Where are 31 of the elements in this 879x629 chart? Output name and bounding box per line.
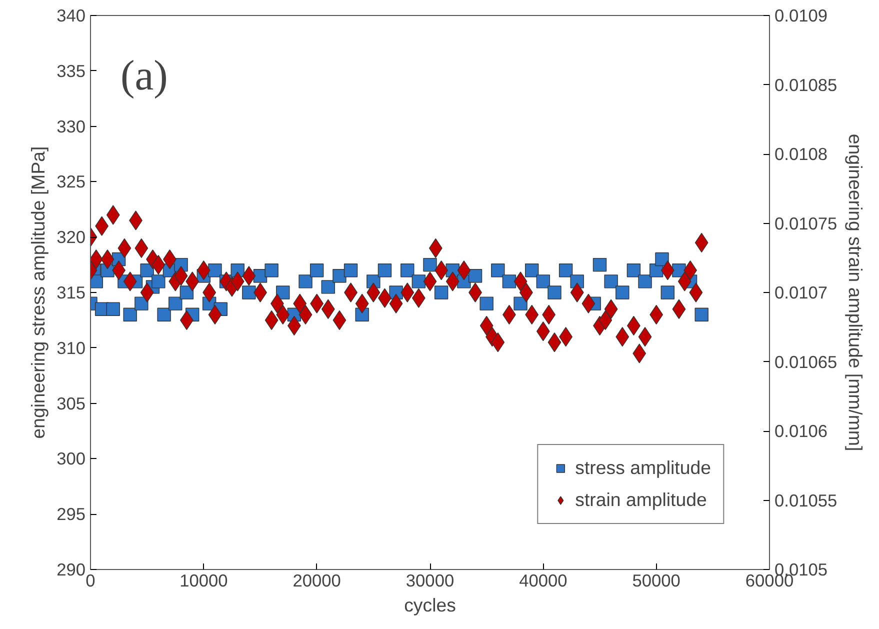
y2-tick-label: 0.0109 [774,6,828,26]
y2-tick-label: 0.0108 [774,144,828,164]
y-axis-title: engineering stress amplitude [MPa] [28,146,49,439]
y-tick-label: 335 [56,60,86,81]
y-tick-label: 305 [56,393,86,414]
y2-axis-title: engineering strain amplitude [mm/mm] [845,134,866,452]
y-tick-label: 310 [56,338,86,358]
y-tick-label: 295 [56,504,86,524]
y-tick-label: 320 [56,227,86,248]
legend-label: strain amplitude [575,489,707,511]
y-tick-label: 315 [56,282,86,302]
y2-tick-label: 0.01075 [774,213,838,234]
x-tick-label: 50000 [632,570,680,590]
x-tick-label: 30000 [406,570,454,590]
x-tick-label: 20000 [292,570,341,590]
y2-tick-label: 0.0106 [774,421,828,441]
x-tick-label: 10000 [180,570,228,590]
x-tick-label: 0 [86,570,96,590]
x-axis-title: cycles [404,594,456,616]
y-tick-label: 340 [56,6,86,26]
legend-label: stress amplitude [575,457,711,479]
annotation: (a) [120,52,168,100]
y2-tick-label: 0.01065 [774,352,838,372]
y-tick-label: 330 [56,116,86,136]
y-tick-label: 300 [56,448,86,469]
y2-tick-label: 0.01055 [774,490,838,510]
y2-tick-label: 0.0107 [774,282,828,302]
x-tick-label: 40000 [519,570,568,590]
y-tick-label: 325 [56,172,86,192]
y-tick-label: 290 [56,560,86,580]
y2-tick-label: 0.01085 [774,74,838,95]
